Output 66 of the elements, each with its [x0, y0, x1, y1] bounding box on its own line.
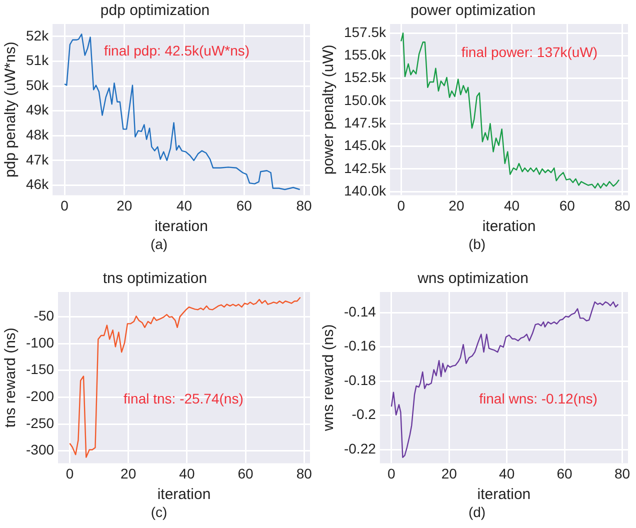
x-tick-label: 40 — [179, 465, 195, 482]
y-tick-label: 48k — [26, 126, 50, 143]
x-tick-label: 0 — [397, 197, 406, 214]
y-tick-label: -0.18 — [344, 372, 376, 388]
y-tick-label: -0.2 — [352, 406, 376, 422]
y-axis-title: pdp penalty (uW*ns) — [2, 42, 20, 178]
x-tick-label: 80 — [614, 465, 630, 482]
y-tick-label: 47k — [26, 151, 50, 168]
y-tick-label: 52k — [26, 27, 50, 44]
x-axis-title: iteration — [477, 486, 531, 504]
text: (d) — [467, 504, 487, 520]
chart-title: tns optimization — [102, 270, 208, 288]
chart-title: pdp optimization — [100, 2, 210, 20]
annotation: final tns: -25.74(ns) — [124, 390, 244, 407]
y-tick-label: 152.5k — [344, 69, 388, 86]
y-axis-title: tns reward (ns) — [2, 328, 20, 428]
x-tick-label: 80 — [296, 197, 312, 214]
y-tick-label: 145.0k — [344, 137, 388, 154]
annotation: final wns: -0.12(ns) — [479, 390, 598, 407]
x-tick-label: 60 — [556, 465, 573, 482]
y-tick-label: 155.0k — [344, 46, 388, 63]
x-tick-label: 60 — [238, 465, 254, 482]
x-tick-label: 40 — [504, 197, 520, 214]
y-tick-label: 51k — [26, 52, 50, 68]
x-tick-label: 20 — [116, 197, 132, 214]
y-tick-label: -100 — [26, 334, 54, 350]
y-tick-label: 46k — [26, 176, 50, 192]
annotation: final pdp: 42.5k(uW*ns) — [104, 42, 250, 58]
x-tick-label: 20 — [120, 465, 136, 482]
x-tick-label: 0 — [388, 465, 396, 482]
x-tick-label: 80 — [296, 465, 312, 482]
x-tick-label: 40 — [176, 197, 192, 214]
x-tick-label: 20 — [441, 465, 458, 482]
chart-title: wns optimization — [416, 270, 528, 288]
y-axis-title: wns reward (ns) — [320, 324, 338, 432]
text: (c) — [150, 504, 168, 520]
y-tick-label: 49k — [26, 102, 50, 118]
y-tick-label: 157.5k — [344, 24, 388, 40]
x-axis-title: iteration — [482, 218, 536, 236]
text: (b) — [467, 236, 487, 252]
y-tick-label: -0.22 — [344, 440, 376, 456]
annotation: final power: 137k(uW) — [461, 44, 598, 60]
y-tick-label: -150 — [26, 361, 54, 378]
x-tick-label: 60 — [559, 197, 576, 214]
x-tick-label: 80 — [614, 197, 630, 214]
y-tick-label: -0.16 — [344, 338, 376, 354]
y-tick-label: -300 — [26, 442, 54, 458]
y-tick-label: -50 — [34, 308, 54, 324]
y-tick-label: 50k — [26, 76, 50, 93]
chart-title: power optimization — [410, 2, 536, 20]
y-tick-label: 150.0k — [344, 92, 388, 108]
x-axis-title: iteration — [154, 218, 208, 236]
text: (a) — [149, 236, 169, 252]
x-tick-label: 60 — [236, 197, 252, 214]
y-tick-label: -200 — [26, 388, 54, 404]
y-tick-label: -0.14 — [344, 303, 376, 320]
y-tick-label: -250 — [26, 414, 54, 431]
x-tick-label: 20 — [448, 197, 464, 214]
x-tick-label: 40 — [499, 465, 515, 482]
x-tick-label: 0 — [60, 197, 69, 214]
y-tick-label: 140.0k — [344, 182, 388, 198]
y-tick-label: 147.5k — [344, 114, 388, 130]
x-tick-label: 0 — [66, 465, 74, 482]
y-axis-title: power penalty (uW) — [320, 44, 338, 175]
x-axis-title: iteration — [157, 486, 211, 504]
y-tick-label: 142.5k — [344, 160, 388, 176]
